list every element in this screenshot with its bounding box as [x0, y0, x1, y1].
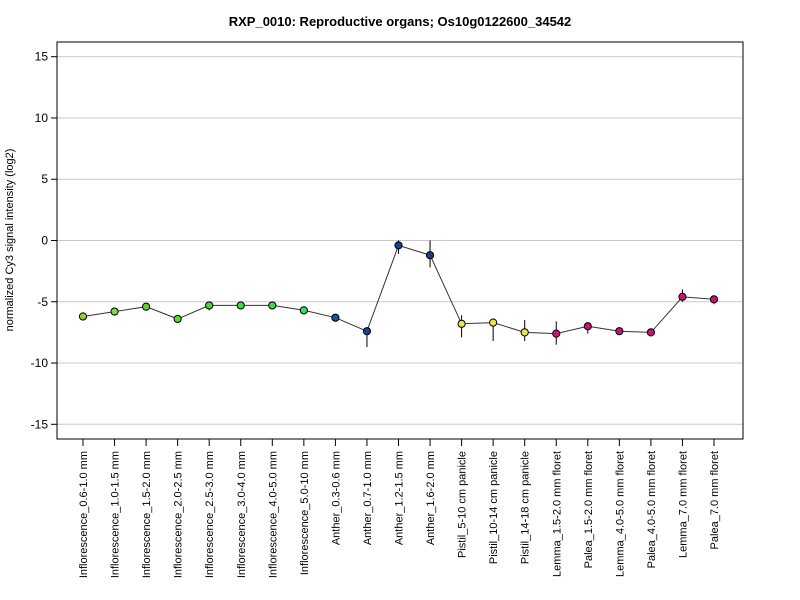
x-tick-label: Lemma_4.0-5.0 mm floret: [614, 451, 626, 577]
x-tick-label: Pistil_10-14 cm panicle: [488, 451, 500, 564]
x-tick-label: Lemma_1.5-2.0 mm floret: [551, 451, 563, 577]
y-tick-label: -5: [37, 295, 48, 309]
data-point: [205, 301, 214, 310]
x-tick-label: Palea_7.0 mm floret: [709, 451, 721, 549]
data-point: [142, 302, 151, 311]
x-tick-label: Pistil_5-10 cm panicle: [457, 451, 469, 558]
y-axis: -15 -10 -5 0 5 10 15: [31, 50, 57, 431]
y-tick-label: 0: [41, 234, 48, 248]
y-tick-label: -15: [31, 417, 49, 431]
x-tick-label: Inflorescence_1.5-2.0 mm: [141, 451, 153, 578]
data-point: [425, 251, 435, 260]
data-point: [457, 319, 466, 328]
data-point: [583, 322, 592, 331]
data-point: [552, 329, 561, 338]
x-tick-label: Inflorescence_3.0-4.0 mm: [236, 451, 248, 578]
x-tick-label: Palea_1.5-2.0 mm floret: [583, 451, 595, 568]
x-tick-label: Lemma_7.0 mm floret: [677, 451, 689, 558]
x-tick-label: Palea_4.0-5.0 mm floret: [646, 451, 658, 568]
x-tick-label: Inflorescence_2.5-3.0 mm: [204, 451, 216, 578]
x-tick-label: Inflorescence_1.0-1.5 mm: [110, 451, 122, 578]
x-tick-label: Inflorescence_5.0-10 mm: [299, 451, 311, 575]
data-points: [78, 241, 719, 338]
x-axis: Inflorescence_0.6-1.0 mm Inflorescence_1.…: [78, 439, 721, 578]
x-tick-label: Inflorescence_0.6-1.0 mm: [78, 451, 90, 578]
x-tick-label: Anther_0.3-0.6 mm: [330, 451, 342, 545]
x-tick-label: Inflorescence_2.0-2.5 mm: [173, 451, 185, 578]
y-tick-label: -10: [31, 356, 49, 370]
data-point: [110, 307, 119, 316]
x-tick-label: Pistil_14-18 cm panicle: [520, 451, 532, 564]
data-point: [709, 295, 719, 304]
y-tick-label: 15: [35, 50, 49, 64]
x-tick-label: Anther_0.7-1.0 mm: [362, 451, 374, 545]
y-tick-label: 10: [35, 111, 49, 125]
data-point: [489, 318, 498, 327]
data-point: [615, 327, 624, 336]
data-point: [268, 301, 277, 310]
data-point: [646, 328, 656, 337]
data-point: [299, 306, 308, 315]
data-point: [678, 292, 687, 301]
gridlines: [57, 56, 743, 425]
y-axis-label: normalized Cy3 signal intensity (log2): [4, 149, 16, 332]
data-point: [236, 301, 245, 310]
x-tick-label: Anther_1.6-2.0 mm: [425, 451, 437, 545]
data-point: [362, 327, 372, 336]
data-point: [331, 313, 340, 322]
data-point: [394, 241, 403, 250]
data-point: [520, 328, 529, 337]
data-point: [78, 312, 88, 321]
y-tick-label: 5: [41, 172, 48, 186]
x-tick-label: Anther_1.2-1.5 mm: [394, 451, 406, 545]
data-point: [173, 314, 182, 324]
x-tick-label: Inflorescence_4.0-5.0 mm: [267, 451, 279, 578]
chart-title: RXP_0010: Reproductive organs; Os10g0122…: [229, 14, 572, 29]
